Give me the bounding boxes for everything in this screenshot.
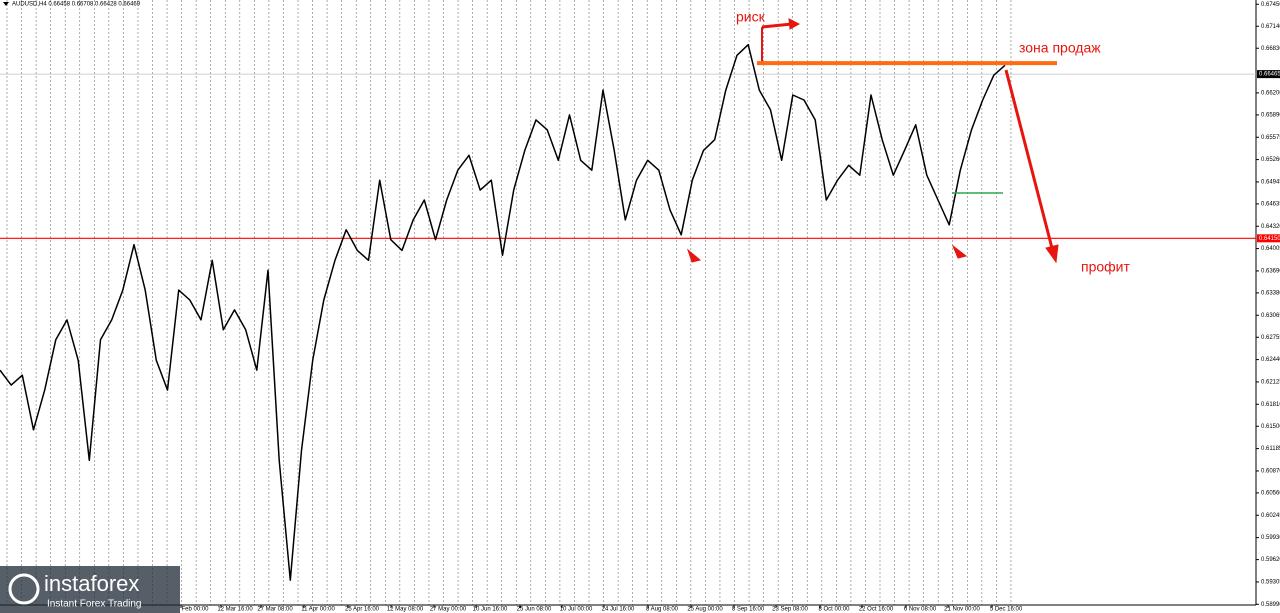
chart-title: AUDUSD,H4 0.66458 0.66708 0.66428 0.6646… <box>12 2 141 8</box>
y-tick-label: 0.64945 <box>1261 180 1280 186</box>
x-tick-label: 23 Sep 08:00 <box>772 607 808 613</box>
logo-tagline: Instant Forex Trading <box>47 599 142 610</box>
logo-icon <box>8 573 40 605</box>
x-tick-label: 12 May 08:00 <box>387 607 424 613</box>
x-tick-label: 8 Aug 08:00 <box>646 607 679 613</box>
x-tick-label: 22 Oct 16:00 <box>859 607 894 613</box>
x-tick-label: 11 Apr 00:00 <box>301 607 335 613</box>
profit-arrow <box>1004 69 1055 253</box>
y-tick-label: 0.60245 <box>1261 513 1280 519</box>
price-label-box <box>1257 70 1280 79</box>
y-tick-label: 0.62755 <box>1261 335 1280 341</box>
y-tick-label: 0.65575 <box>1261 135 1280 141</box>
y-tick-label: 0.63065 <box>1261 313 1280 319</box>
risk-arrowhead <box>788 18 801 30</box>
price-label: 0.64150 <box>1259 236 1280 242</box>
x-tick-label: 25 Aug 00:00 <box>687 607 723 613</box>
logo-name: instaforex <box>44 571 139 596</box>
title-icon <box>3 2 9 6</box>
x-tick-label: 27 May 00:00 <box>430 607 467 613</box>
y-tick-label: 0.64005 <box>1261 246 1280 252</box>
x-tick-label: 10 Jul 00:00 <box>560 607 593 613</box>
annotation-arrows <box>686 18 1059 264</box>
x-tick-label: 12 Mar 16:00 <box>217 607 253 613</box>
annotation: риск <box>736 9 766 25</box>
y-tick-label: 0.58990 <box>1261 602 1280 608</box>
y-tick-label: 0.62125 <box>1261 380 1280 386</box>
time-grid <box>6 0 1012 605</box>
price-label: 0.66465 <box>1259 72 1280 78</box>
marker-arrow <box>686 248 702 263</box>
risk-arrow <box>761 22 793 29</box>
profit-arrowhead <box>1045 244 1059 264</box>
price-line-series <box>0 43 1006 581</box>
logo-background <box>0 566 180 613</box>
annotation: профит <box>1081 259 1130 275</box>
annotation: зона продаж <box>1019 40 1101 56</box>
x-tick-label: 27 Mar 08:00 <box>257 607 293 613</box>
y-tick-label: 0.59305 <box>1261 580 1280 586</box>
x-tick-label: 5 Dec 16:00 <box>990 607 1023 613</box>
x-tick-label: Feb 00:00 <box>181 607 209 613</box>
x-tick-label: 25 Apr 16:00 <box>345 607 380 613</box>
x-tick-label: 21 Nov 00:00 <box>944 607 980 613</box>
price-label-box <box>1257 234 1280 243</box>
x-tick-label: 8 Sep 16:00 <box>732 607 765 613</box>
logo: instaforex Instant Forex Trading <box>0 566 180 613</box>
x-tick-label: 6 Nov 08:00 <box>904 607 937 613</box>
x-tick-label: 10 Jun 16:00 <box>473 607 508 613</box>
marker-arrow <box>951 244 968 259</box>
x-tick-label: 25 Jun 08:00 <box>517 607 552 613</box>
y-tick-label: 0.61185 <box>1261 446 1280 452</box>
x-tick-label: 24 Jul 16:00 <box>602 607 635 613</box>
x-tick-label: 8 Oct 00:00 <box>818 607 850 613</box>
y-tick-label: 0.64635 <box>1261 201 1280 207</box>
